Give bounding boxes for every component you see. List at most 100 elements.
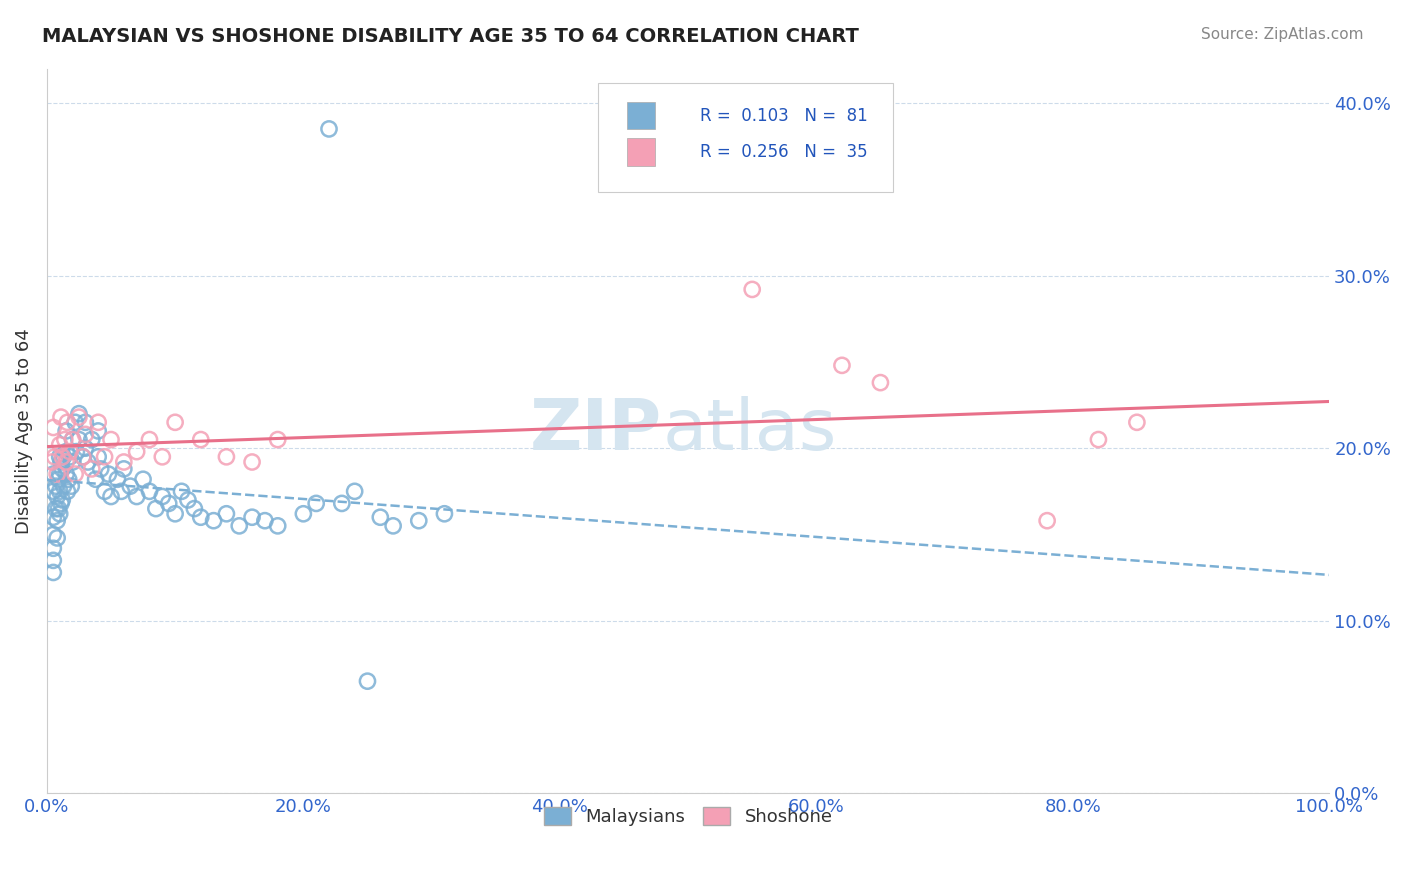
Point: [48, 438, 70, 452]
Point: [46, 514, 69, 528]
Text: atlas: atlas: [662, 396, 837, 466]
Point: [58, 472, 80, 486]
Point: [67, 410, 90, 425]
Point: [215, 507, 238, 521]
Point: [125, 444, 148, 458]
Point: [48, 501, 70, 516]
Point: [831, 359, 853, 373]
Point: [44, 450, 66, 464]
Point: [138, 433, 160, 447]
Point: [165, 415, 187, 429]
Point: [87, 424, 110, 438]
Point: [72, 450, 94, 464]
Point: [869, 376, 891, 390]
Point: [132, 472, 155, 486]
Point: [62, 433, 84, 447]
Point: [215, 450, 238, 464]
Point: [45, 501, 67, 516]
FancyBboxPatch shape: [627, 138, 655, 166]
Point: [55, 424, 77, 438]
Point: [150, 450, 173, 464]
Point: [382, 519, 405, 533]
Point: [190, 433, 212, 447]
Point: [267, 433, 290, 447]
Point: [49, 496, 72, 510]
Point: [93, 450, 115, 464]
Point: [42, 484, 65, 499]
Y-axis label: Disability Age 35 to 64: Disability Age 35 to 64: [15, 328, 32, 533]
Point: [228, 519, 250, 533]
Point: [46, 467, 69, 481]
Point: [60, 479, 83, 493]
Point: [368, 510, 391, 524]
Point: [59, 450, 82, 464]
Point: [52, 450, 75, 464]
Point: [62, 433, 84, 447]
Point: [305, 496, 328, 510]
Point: [125, 490, 148, 504]
Point: [77, 455, 100, 469]
Point: [177, 492, 200, 507]
Point: [72, 450, 94, 464]
Point: [145, 501, 167, 516]
Point: [80, 433, 103, 447]
FancyBboxPatch shape: [627, 102, 655, 129]
Point: [42, 566, 65, 580]
Point: [138, 484, 160, 499]
Point: [170, 484, 193, 499]
Point: [48, 450, 70, 464]
Point: [318, 122, 340, 136]
Point: [49, 455, 72, 469]
Point: [330, 496, 353, 510]
Point: [87, 415, 110, 429]
Point: [46, 531, 69, 545]
Point: [56, 415, 79, 429]
Point: [67, 407, 90, 421]
Point: [292, 507, 315, 521]
Point: [110, 484, 132, 499]
Point: [112, 455, 135, 469]
Text: MALAYSIAN VS SHOSHONE DISABILITY AGE 35 TO 64 CORRELATION CHART: MALAYSIAN VS SHOSHONE DISABILITY AGE 35 …: [42, 27, 859, 45]
Point: [63, 467, 86, 481]
Point: [52, 479, 75, 493]
Point: [741, 282, 763, 296]
Text: Source: ZipAtlas.com: Source: ZipAtlas.com: [1201, 27, 1364, 42]
Point: [100, 490, 122, 504]
Point: [42, 420, 65, 434]
Point: [75, 441, 97, 455]
Point: [240, 510, 263, 524]
Point: [48, 467, 70, 481]
Point: [42, 541, 65, 556]
Point: [1036, 514, 1059, 528]
Point: [157, 496, 180, 510]
Point: [190, 510, 212, 524]
Point: [1126, 415, 1149, 429]
Point: [356, 674, 378, 689]
Point: [46, 490, 69, 504]
Point: [59, 444, 82, 458]
Point: [48, 507, 70, 521]
FancyBboxPatch shape: [599, 83, 893, 192]
Point: [45, 479, 67, 493]
Point: [253, 514, 276, 528]
Point: [75, 415, 97, 429]
Point: [67, 433, 90, 447]
Point: [120, 479, 142, 493]
Point: [42, 527, 65, 541]
Point: [41, 455, 63, 469]
Point: [62, 455, 84, 469]
Text: R =  0.256   N =  35: R = 0.256 N = 35: [700, 143, 868, 161]
Point: [42, 467, 65, 481]
Point: [93, 484, 115, 499]
Point: [80, 462, 103, 476]
Point: [84, 472, 107, 486]
Text: ZIP: ZIP: [530, 396, 662, 466]
Point: [433, 507, 456, 521]
Point: [53, 433, 76, 447]
Point: [100, 433, 122, 447]
Point: [97, 467, 120, 481]
Point: [51, 462, 73, 476]
Point: [55, 444, 77, 458]
Point: [42, 553, 65, 567]
Point: [202, 514, 225, 528]
